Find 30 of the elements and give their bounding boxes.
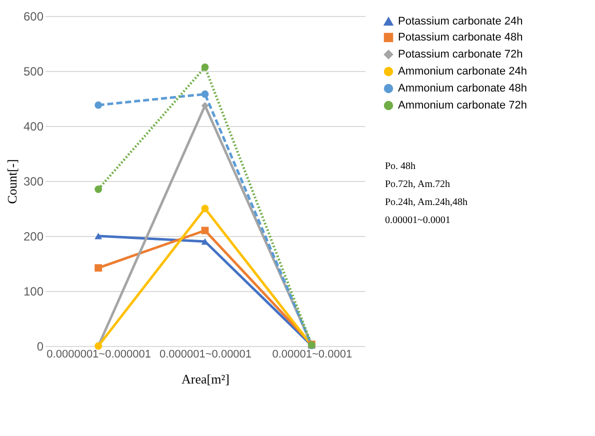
y-tick-label: 0 <box>36 340 44 354</box>
y-tick-label: 200 <box>23 230 44 244</box>
text: Po. 48h <box>385 161 416 172</box>
point <box>201 63 209 71</box>
point <box>94 186 102 193</box>
point <box>201 90 209 98</box>
point <box>94 264 102 272</box>
legend-label: Potassium carbonate 24h <box>398 16 523 28</box>
y-tick-label: 600 <box>23 10 44 24</box>
point <box>201 204 209 212</box>
text: 0.00001~0.0001 <box>385 215 450 226</box>
point <box>94 101 102 109</box>
y-tick-label: 500 <box>23 64 44 78</box>
point <box>94 232 102 240</box>
point <box>201 102 209 110</box>
y-tick-label: 300 <box>23 174 44 188</box>
y-tick-label: 400 <box>23 120 44 134</box>
text: Po.72h, Am.72h <box>385 179 450 190</box>
legend-label: Potassium carbonate 48h <box>398 32 523 44</box>
legend-label: Ammonium carbonate 24h <box>398 66 528 78</box>
legend-label: Potassium carbonate 72h <box>398 48 523 60</box>
legend-label: Ammonium carbonate 48h <box>398 82 528 94</box>
x-tick-label: 0.0000001~0.000001 <box>46 348 151 360</box>
text: Po.24h, Am.24h,48h <box>385 197 468 208</box>
x-axis-title: Area[m²] <box>182 372 230 386</box>
x-tick-label: 0.00001~0.0001 <box>272 348 352 360</box>
legend-label: Ammonium carbonate 72h <box>398 100 528 112</box>
y-tick-label: 100 <box>23 284 44 298</box>
y-axis-title: Count[-] <box>4 159 20 204</box>
x-tick-label: 0.000001~0.00001 <box>159 348 252 360</box>
